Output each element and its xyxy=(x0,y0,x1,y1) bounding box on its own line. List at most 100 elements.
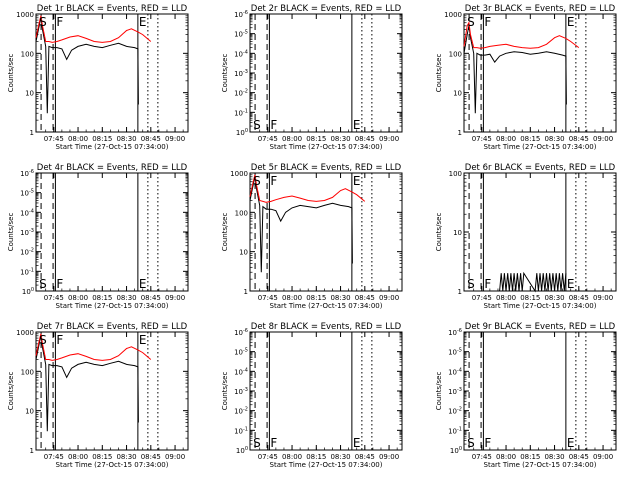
y-tick-label: 10 xyxy=(453,229,462,237)
x-tick-label: 08:30 xyxy=(544,294,564,302)
chart-panel-1: Det 1r BLACK = Events, RED = LLD 1 10 100 10… xyxy=(7,4,189,151)
chart-panel-7: Det 7r BLACK = Events, RED = LLD 1 10 100 10… xyxy=(7,322,189,469)
end-marker-label: E xyxy=(353,118,361,132)
chart-title: Det 8r BLACK = Events, RED = LLD xyxy=(251,322,402,332)
x-tick-label: 09:00 xyxy=(593,135,613,143)
series-lld xyxy=(249,174,366,203)
y-tick-label: 10-4 xyxy=(234,49,248,58)
x-tick-label: 08:30 xyxy=(116,453,136,461)
chart-panel-9: Det 9r BLACK = Events, RED = LLD 100 10-1 1… xyxy=(435,322,617,469)
x-tick-label: 09:00 xyxy=(165,453,185,461)
x-tick-label: 08:00 xyxy=(282,135,302,143)
y-tick-label: 10-1 xyxy=(448,426,462,435)
y-tick-label: 10-6 xyxy=(20,169,34,178)
chart-panel-8: Det 8r BLACK = Events, RED = LLD 100 10-1 1… xyxy=(221,322,403,469)
x-tick-label: 07:45 xyxy=(44,453,64,461)
end-marker-label: E xyxy=(139,277,147,291)
y-tick-label: 10-5 xyxy=(20,189,34,198)
series-events xyxy=(499,271,567,293)
x-axis-label: Start Time (27-Oct-15 07:34:00) xyxy=(270,461,383,469)
y-tick-label: 10 xyxy=(239,249,248,257)
y-tick-label: 1000 xyxy=(444,11,462,19)
flare-marker-label: F xyxy=(270,436,277,450)
flare-marker-label: F xyxy=(270,118,277,132)
x-tick-label: 08:15 xyxy=(306,294,326,302)
plot-frame xyxy=(249,13,403,133)
y-tick-label: 10-2 xyxy=(20,248,34,257)
x-tick-label: 08:15 xyxy=(520,135,540,143)
x-tick-label: 08:15 xyxy=(306,135,326,143)
series-events xyxy=(35,17,139,114)
x-tick-label: 08:30 xyxy=(330,135,350,143)
chart-title: Det 3r BLACK = Events, RED = LLD xyxy=(465,4,616,14)
y-tick-label: 10-5 xyxy=(234,348,248,357)
x-axis-label: Start Time (27-Oct-15 07:34:00) xyxy=(484,302,597,310)
x-tick-label: 09:00 xyxy=(593,294,613,302)
y-tick-label: 1000 xyxy=(230,170,248,178)
y-axis-label: Counts/sec xyxy=(7,54,15,93)
x-axis-label: Start Time (27-Oct-15 07:34:00) xyxy=(56,143,169,151)
end-marker-label: E xyxy=(139,333,147,347)
plot-frame xyxy=(249,172,403,292)
x-tick-label: 08:00 xyxy=(496,135,516,143)
x-tick-label: 08:15 xyxy=(520,294,540,302)
y-tick-label: 10 xyxy=(25,90,34,98)
x-tick-label: 09:00 xyxy=(593,453,613,461)
y-tick-label: 10-2 xyxy=(448,407,462,416)
series-events xyxy=(249,176,353,273)
x-tick-label: 07:45 xyxy=(472,135,492,143)
y-axis-label: Counts/sec xyxy=(221,213,229,252)
plot-frame xyxy=(35,13,189,133)
chart-panel-3: Det 3r BLACK = Events, RED = LLD 1 10 100 10… xyxy=(435,4,617,151)
y-tick-label: 100 xyxy=(236,128,248,137)
y-tick-label: 10-1 xyxy=(234,426,248,435)
x-tick-label: 08:30 xyxy=(544,453,564,461)
x-tick-label: 08:15 xyxy=(92,135,112,143)
x-tick-label: 09:00 xyxy=(379,135,399,143)
x-tick-label: 08:15 xyxy=(92,294,112,302)
y-tick-label: 10 xyxy=(453,90,462,98)
end-marker-label: E xyxy=(139,15,147,29)
x-tick-label: 09:00 xyxy=(379,294,399,302)
end-marker-label: E xyxy=(353,436,361,450)
flare-marker-label: F xyxy=(270,174,277,188)
x-axis-label: Start Time (27-Oct-15 07:34:00) xyxy=(270,143,383,151)
x-tick-label: 08:45 xyxy=(355,135,375,143)
start-marker-label: S xyxy=(253,118,261,132)
flare-marker-label: F xyxy=(484,277,491,291)
x-tick-label: 08:30 xyxy=(116,294,136,302)
y-tick-label: 10-3 xyxy=(448,387,462,396)
x-tick-label: 08:00 xyxy=(496,453,516,461)
y-tick-label: 100 xyxy=(450,446,462,455)
x-axis-label: Start Time (27-Oct-15 07:34:00) xyxy=(270,302,383,310)
y-tick-label: 10-2 xyxy=(234,407,248,416)
x-tick-label: 09:00 xyxy=(379,453,399,461)
y-tick-label: 10-5 xyxy=(448,348,462,357)
chart-title: Det 5r BLACK = Events, RED = LLD xyxy=(251,163,402,173)
y-tick-label: 10-4 xyxy=(448,367,462,376)
x-tick-label: 07:45 xyxy=(258,135,278,143)
y-tick-label: 1 xyxy=(244,288,248,296)
plot-frame xyxy=(35,331,189,451)
y-axis-label: Counts/sec xyxy=(435,372,443,411)
plot-frame xyxy=(463,331,617,451)
y-tick-label: 10-1 xyxy=(20,267,34,276)
y-tick-label: 1000 xyxy=(16,329,34,337)
chart-panel-2: Det 2r BLACK = Events, RED = LLD 100 10-1 1… xyxy=(221,4,403,151)
y-tick-label: 100 xyxy=(22,287,34,296)
x-tick-label: 08:00 xyxy=(68,453,88,461)
flare-marker-label: F xyxy=(484,436,491,450)
y-tick-label: 1000 xyxy=(16,11,34,19)
y-tick-label: 1 xyxy=(30,129,34,137)
y-tick-label: 100 xyxy=(449,170,462,178)
y-tick-label: 10-3 xyxy=(20,228,34,237)
x-tick-label: 08:45 xyxy=(141,453,161,461)
x-axis-label: Start Time (27-Oct-15 07:34:00) xyxy=(484,461,597,469)
y-axis-label: Counts/sec xyxy=(221,372,229,411)
start-marker-label: S xyxy=(39,15,47,29)
series-events xyxy=(35,335,139,432)
series-lld xyxy=(35,15,152,43)
end-marker-label: E xyxy=(567,15,575,29)
flare-marker-label: F xyxy=(56,15,63,29)
flare-marker-label: F xyxy=(484,15,491,29)
